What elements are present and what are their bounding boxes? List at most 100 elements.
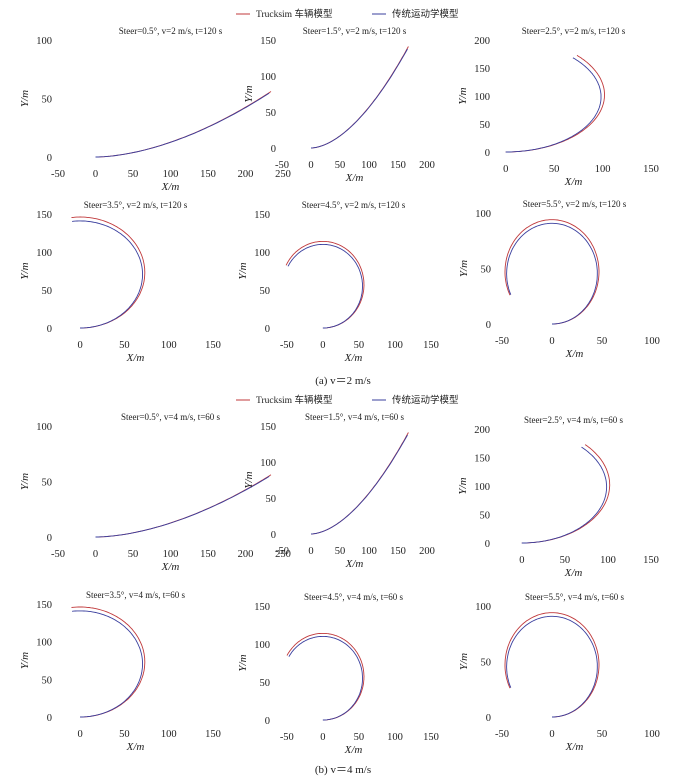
- panel-title: Steer=5.5°, v=4 m/s, t=60 s: [525, 592, 625, 602]
- x-tick-label: 0: [308, 160, 313, 171]
- x-tick-label: 0: [308, 546, 313, 557]
- panel-title: Steer=2.5°, v=4 m/s, t=60 s: [524, 415, 624, 425]
- x-tick-label: 0: [320, 732, 325, 743]
- x-tick-label: -50: [280, 732, 294, 743]
- y-tick-label: 50: [42, 95, 53, 106]
- x-axis-label: X/m: [126, 741, 145, 753]
- trucksim-trajectory-line: [521, 444, 611, 544]
- y-tick-label: 100: [254, 248, 270, 259]
- kinematic-trajectory-line: [95, 476, 270, 538]
- trajectory-panel: Steer=3.5°, v=4 m/s, t=60 s 0 50 100 150 0 50 1…: [19, 590, 221, 753]
- x-tick-label: 150: [423, 732, 439, 743]
- legend-label: 传统运动学模型: [392, 394, 459, 406]
- x-tick-label: 200: [238, 549, 254, 560]
- y-tick-label: 0: [486, 320, 491, 331]
- kinematic-trajectory-line: [310, 48, 408, 149]
- y-axis-label: Y/m: [19, 262, 31, 279]
- x-tick-label: 100: [595, 164, 611, 175]
- x-tick-label: -50: [51, 169, 65, 180]
- trajectory-panel: Steer=2.5°, v=2 m/s, t=120 s 0 50 100 150 0 50…: [457, 26, 659, 188]
- y-tick-label: 100: [36, 422, 52, 433]
- x-tick-label: 50: [354, 732, 365, 743]
- legend-label: Trucksim 车辆模型: [256, 8, 333, 20]
- y-tick-label: 200: [474, 425, 490, 436]
- kinematic-trajectory-line: [72, 610, 143, 718]
- x-tick-label: 50: [354, 340, 365, 351]
- y-tick-label: 100: [36, 248, 52, 259]
- x-tick-label: -50: [280, 340, 294, 351]
- x-tick-label: 100: [163, 169, 179, 180]
- x-axis-label: X/m: [345, 558, 364, 570]
- x-tick-label: 150: [205, 340, 221, 351]
- x-tick-label: 150: [423, 340, 439, 351]
- x-tick-label: 0: [519, 555, 524, 566]
- trucksim-trajectory-line: [310, 432, 409, 535]
- trajectory-panel: Steer=1.5°, v=2 m/s, t=120 s -50 0 50 100 150…: [243, 26, 435, 184]
- y-tick-label: 0: [47, 713, 52, 724]
- trajectory-panel: Steer=4.5°, v=4 m/s, t=60 s -50 0 50 100 150 0…: [237, 592, 439, 756]
- y-tick-label: 100: [36, 638, 52, 649]
- y-tick-label: 100: [475, 209, 491, 220]
- x-tick-label: -50: [275, 546, 289, 557]
- trucksim-trajectory-line: [71, 216, 146, 329]
- x-tick-label: 0: [549, 336, 554, 347]
- y-tick-label: 150: [254, 602, 270, 613]
- x-tick-label: -50: [51, 549, 65, 560]
- y-axis-label: Y/m: [19, 652, 31, 669]
- y-tick-label: 0: [265, 324, 270, 335]
- x-tick-label: 100: [161, 729, 177, 740]
- panel-title: Steer=1.5°, v=2 m/s, t=120 s: [303, 26, 407, 36]
- x-tick-label: -50: [495, 729, 509, 740]
- panel-title: Steer=0.5°, v=2 m/s, t=120 s: [119, 26, 223, 36]
- x-tick-label: 0: [93, 549, 98, 560]
- y-tick-label: 50: [266, 494, 277, 505]
- y-axis-label: Y/m: [19, 473, 31, 490]
- panel-title: Steer=3.5°, v=2 m/s, t=120 s: [84, 200, 188, 210]
- y-axis-label: Y/m: [237, 262, 249, 279]
- y-tick-label: 100: [474, 482, 490, 493]
- trucksim-trajectory-line: [286, 632, 365, 721]
- legend-top: Trucksim 车辆模型 传统运动学模型: [236, 8, 459, 20]
- x-tick-label: 250: [275, 169, 291, 180]
- y-tick-label: 50: [480, 120, 491, 131]
- panel-title: Steer=5.5°, v=2 m/s, t=120 s: [523, 199, 627, 209]
- panel-title: Steer=4.5°, v=2 m/s, t=120 s: [302, 200, 406, 210]
- kinematic-trajectory-line: [72, 220, 143, 329]
- panel-title: Steer=3.5°, v=4 m/s, t=60 s: [86, 590, 186, 600]
- legend-label: 传统运动学模型: [392, 8, 459, 20]
- y-tick-label: 150: [254, 210, 270, 221]
- trajectory-panel: Steer=5.5°, v=2 m/s, t=120 s -50 0 50 100 0 50…: [458, 199, 660, 360]
- y-tick-label: 100: [254, 640, 270, 651]
- x-axis-label: X/m: [161, 561, 180, 573]
- trajectory-panel: Steer=0.5°, v=4 m/s, t=60 s -50 0 50 100 150 2…: [19, 412, 291, 573]
- x-tick-label: 100: [163, 549, 179, 560]
- trucksim-trajectory-line: [504, 612, 600, 718]
- y-axis-label: Y/m: [457, 477, 469, 494]
- kinematic-trajectory-line: [287, 243, 363, 329]
- y-axis-label: Y/m: [457, 87, 469, 104]
- kinematic-trajectory-line: [506, 222, 598, 325]
- x-tick-label: 200: [238, 169, 254, 180]
- x-axis-label: X/m: [565, 741, 584, 753]
- x-tick-label: 50: [560, 555, 571, 566]
- x-tick-label: 50: [335, 160, 346, 171]
- x-axis-label: X/m: [344, 352, 363, 364]
- trucksim-trajectory-line: [310, 46, 409, 149]
- y-tick-label: 50: [260, 678, 271, 689]
- x-tick-label: 0: [549, 729, 554, 740]
- y-tick-label: 0: [47, 533, 52, 544]
- x-tick-label: 0: [320, 340, 325, 351]
- x-tick-label: 100: [361, 546, 377, 557]
- y-tick-label: 50: [260, 286, 271, 297]
- trajectory-panel: Steer=3.5°, v=2 m/s, t=120 s 0 50 100 150 0 50…: [19, 200, 221, 364]
- y-tick-label: 150: [36, 210, 52, 221]
- y-axis-label: Y/m: [243, 471, 255, 488]
- kinematic-trajectory-line: [95, 92, 270, 158]
- trucksim-trajectory-line: [505, 54, 605, 153]
- x-axis-label: X/m: [345, 172, 364, 184]
- trajectory-panel: Steer=0.5°, v=2 m/s, t=120 s -50 0 50 100 150…: [19, 26, 291, 193]
- kinematic-trajectory-line: [288, 635, 363, 721]
- kinematic-trajectory-line: [521, 446, 608, 544]
- y-tick-label: 150: [36, 600, 52, 611]
- trajectory-panel: Steer=4.5°, v=2 m/s, t=120 s -50 0 50 100 150…: [237, 200, 439, 364]
